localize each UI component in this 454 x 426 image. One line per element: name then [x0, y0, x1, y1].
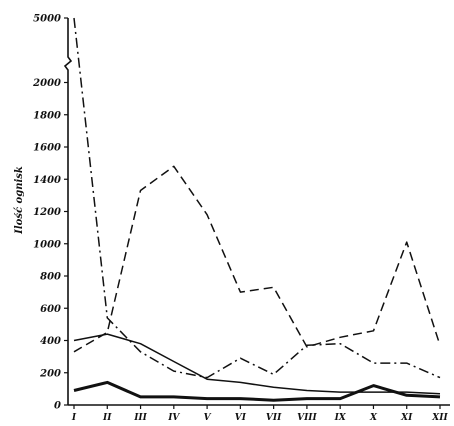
x-tick-label: VIII: [297, 413, 317, 423]
series-2-line: [73, 165, 441, 353]
y-tick-label: 5000: [33, 14, 61, 25]
x-tick-label: IX: [334, 413, 347, 423]
x-tick-label: XI: [400, 413, 413, 423]
series-1-line: [73, 17, 441, 379]
y-tick-label: 1800: [33, 110, 61, 121]
y-axis-label: Ilość ognisk: [14, 166, 25, 235]
y-tick-label: 1200: [33, 207, 61, 218]
series-4-line: [73, 380, 441, 402]
x-tick-label: XII: [431, 413, 448, 423]
y-tick-label: 2000: [32, 78, 61, 89]
series-group: [73, 17, 441, 402]
x-tick-label: VII: [266, 413, 282, 423]
y-tick-label: 400: [40, 336, 61, 347]
y-tick-label: 200: [39, 368, 61, 379]
y-axis-ticks: 0 200 400 600 800 1000 1200 1400 1600 1800 2000 500…: [32, 14, 68, 412]
y-tick-label: 600: [40, 304, 61, 315]
y-tick-label: 1000: [33, 239, 61, 250]
axes: [63, 18, 450, 406]
y-tick-label: 800: [40, 272, 61, 283]
x-tick-label: X: [369, 413, 378, 423]
y-tick-label: 1600: [33, 143, 61, 154]
x-tick-label: V: [204, 413, 212, 423]
x-tick-label: IV: [167, 413, 180, 423]
y-tick-label: 1400: [33, 175, 61, 186]
x-tick-label: I: [71, 413, 77, 423]
series-3-line: [73, 333, 441, 395]
x-tick-label: VI: [235, 413, 247, 423]
x-axis-ticks: I II III IV V VI VII VIII IX X XI XII: [71, 405, 448, 423]
x-tick-label: III: [133, 413, 147, 423]
y-axis-line: [63, 18, 73, 405]
y-tick-label: 0: [54, 401, 61, 412]
x-tick-label: II: [102, 413, 112, 423]
